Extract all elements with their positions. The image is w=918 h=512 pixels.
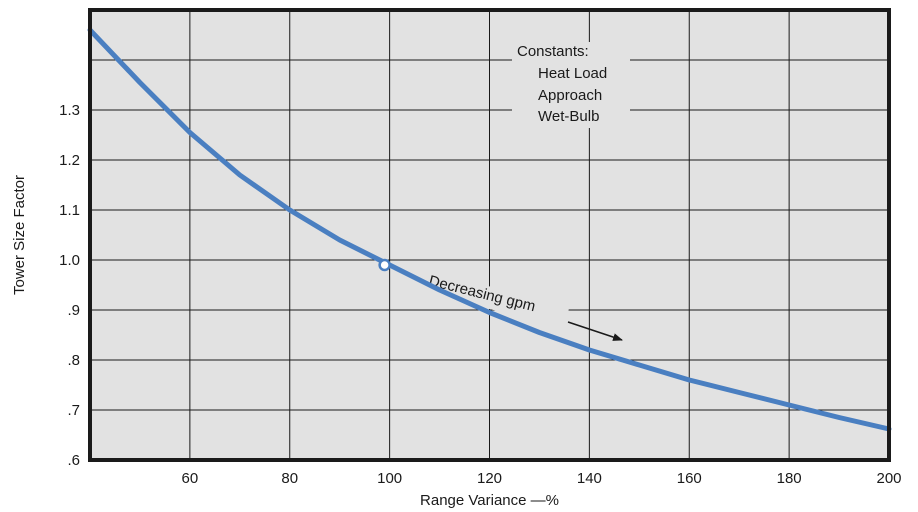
arrow-label-background bbox=[418, 270, 570, 328]
x-tick-label: 80 bbox=[281, 470, 298, 487]
y-tick-label: .8 bbox=[67, 352, 80, 369]
data-point-marker bbox=[378, 258, 391, 272]
x-tick-label: 160 bbox=[677, 470, 702, 487]
y-tick-label: .9 bbox=[67, 302, 80, 319]
y-tick-label: 1.3 bbox=[59, 102, 80, 119]
constants-wet-bulb: Wet-Bulb bbox=[538, 108, 599, 125]
x-tick-label: 180 bbox=[777, 470, 802, 487]
x-tick-label: 120 bbox=[477, 470, 502, 487]
x-tick-labels: 60 80 100 120 140 160 180 200 bbox=[182, 470, 902, 487]
arrow-line bbox=[567, 321, 623, 341]
constants-annotation: Constants: Heat Load Approach Wet-Bulb bbox=[512, 42, 630, 128]
series-layer bbox=[87, 27, 892, 432]
y-tick-label: 1.1 bbox=[59, 202, 80, 219]
y-tick-label: .6 bbox=[67, 452, 80, 469]
constants-approach: Approach bbox=[538, 87, 602, 104]
constants-title: Constants: bbox=[517, 43, 589, 60]
x-tick-label: 200 bbox=[876, 470, 901, 487]
y-tick-label: 1.0 bbox=[59, 252, 80, 269]
series-line bbox=[87, 27, 892, 432]
constants-background bbox=[512, 42, 630, 128]
x-tick-label: 100 bbox=[377, 470, 402, 487]
x-axis-title: Range Variance —% bbox=[420, 492, 559, 509]
plot-frame bbox=[88, 8, 891, 462]
x-tick-label: 140 bbox=[577, 470, 602, 487]
y-tick-label: .7 bbox=[67, 402, 80, 419]
x-tick-label: 60 bbox=[182, 470, 199, 487]
constants-heat-load: Heat Load bbox=[538, 65, 607, 82]
y-axis-title: Tower Size Factor bbox=[11, 175, 28, 295]
y-tick-label: 1.2 bbox=[59, 152, 80, 169]
y-tick-labels: .6 .7 .8 .9 1.0 1.1 1.2 1.3 bbox=[59, 102, 80, 469]
